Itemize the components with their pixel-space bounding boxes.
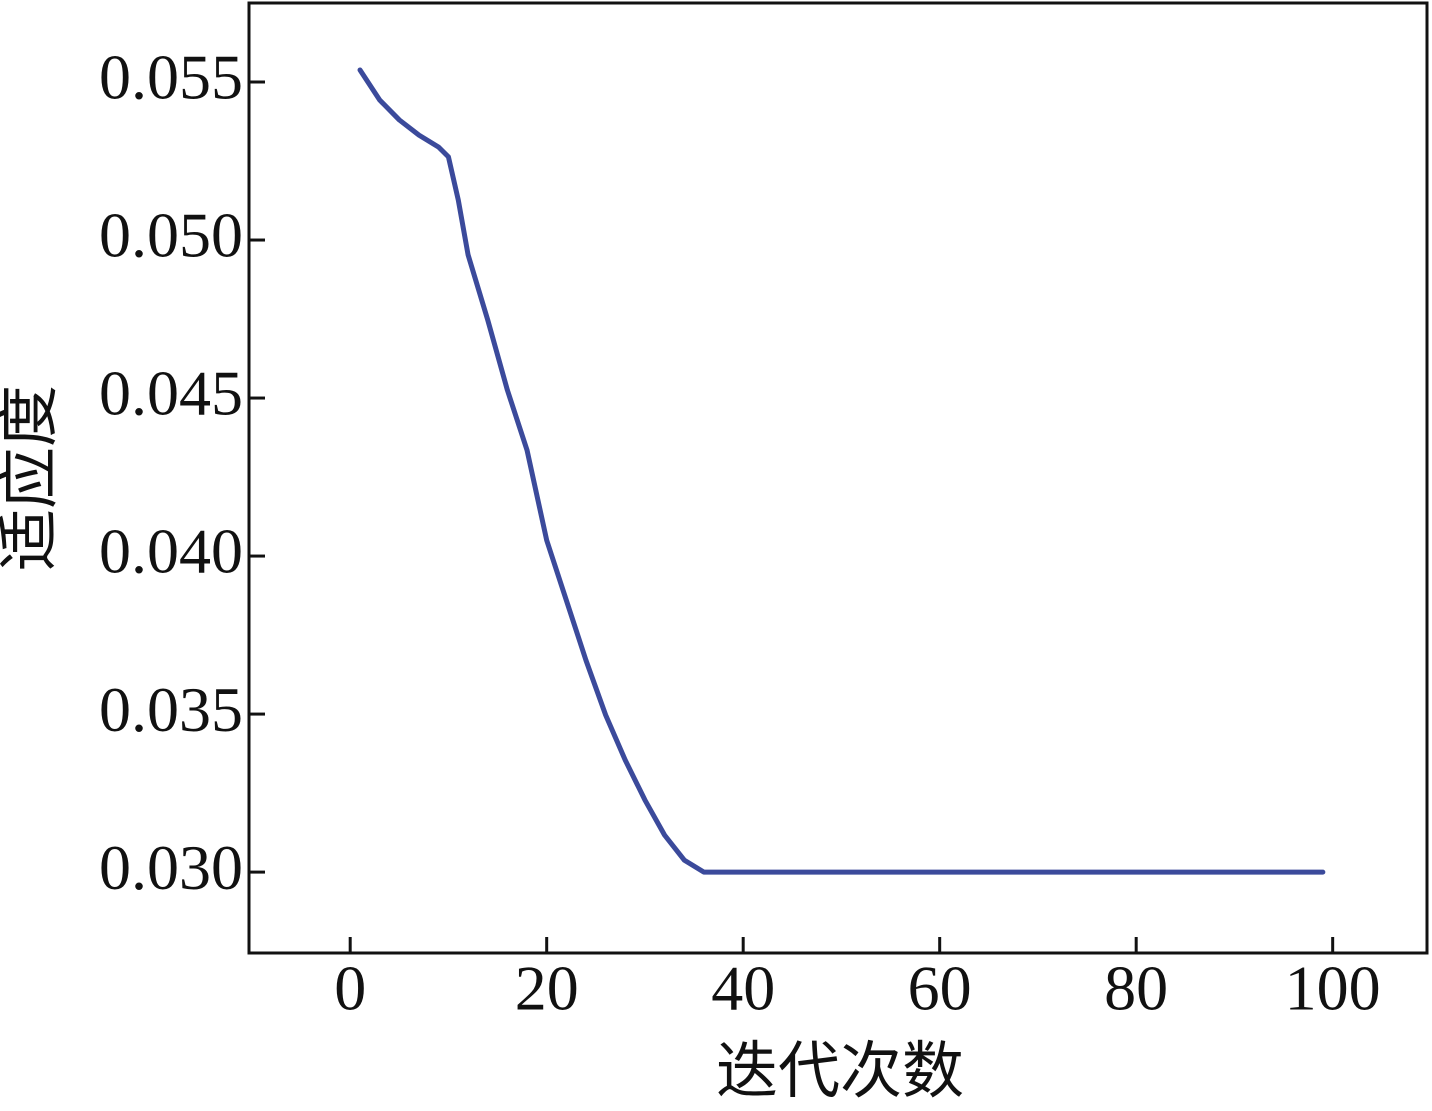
plot-frame bbox=[247, 1, 1429, 955]
y-tick-label: 0.055 bbox=[99, 42, 243, 113]
x-tick-label: 20 bbox=[515, 953, 579, 1024]
y-axis-label: 适应度 bbox=[0, 385, 64, 571]
x-tick-label: 80 bbox=[1104, 953, 1168, 1024]
y-tick-label: 0.030 bbox=[99, 832, 243, 903]
x-tick-label: 0 bbox=[334, 953, 366, 1024]
y-tick-label: 0.050 bbox=[99, 200, 243, 271]
data-line bbox=[357, 67, 1326, 875]
x-tick-label: 100 bbox=[1285, 953, 1381, 1024]
x-tick-label: 60 bbox=[908, 953, 972, 1024]
x-tick-label: 40 bbox=[711, 953, 775, 1024]
y-tick-label: 0.045 bbox=[99, 358, 243, 429]
y-tick-label: 0.035 bbox=[99, 674, 243, 745]
y-tick-label: 0.040 bbox=[99, 516, 243, 587]
x-axis-label: 迭代次数 bbox=[716, 1038, 964, 1106]
